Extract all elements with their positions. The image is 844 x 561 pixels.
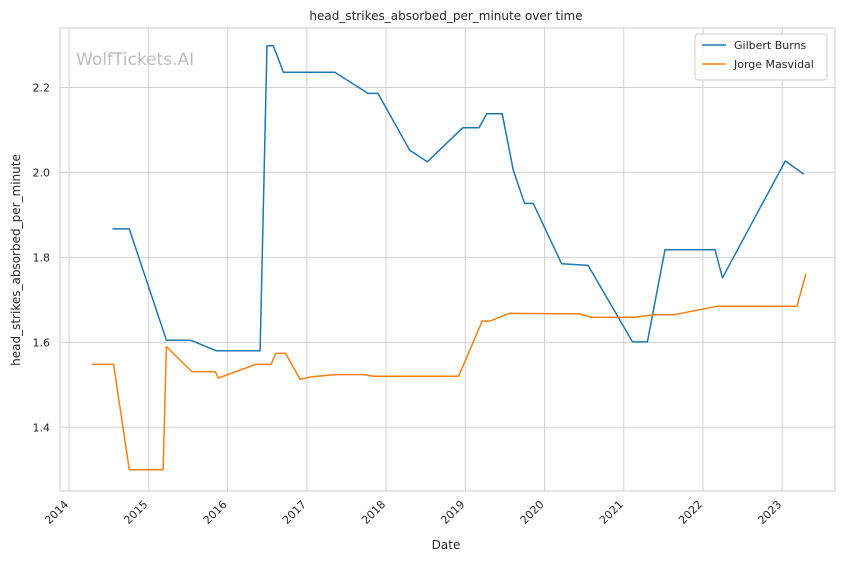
x-tick-label: 2015 xyxy=(121,498,150,527)
x-axis-ticks: 2014 2015 2016 2017 2018 2019 2020 2021 2022 2023 xyxy=(42,498,784,527)
series-line-gilbert-burns xyxy=(112,45,805,352)
x-tick-label: 2022 xyxy=(676,498,705,527)
legend-label: Gilbert Burns xyxy=(734,39,807,52)
legend: Gilbert Burns Jorge Masvidal xyxy=(694,33,828,81)
x-tick-label: 2018 xyxy=(359,498,388,527)
y-tick-label: 1.4 xyxy=(33,421,51,434)
plot-area xyxy=(59,27,836,492)
x-tick-label: 2016 xyxy=(201,498,230,527)
y-axis-ticks: 1.4 1.6 1.8 2.0 2.2 xyxy=(33,81,51,434)
legend-box xyxy=(694,33,828,81)
y-tick-label: 1.6 xyxy=(33,336,51,349)
x-tick-label: 2023 xyxy=(755,498,784,527)
x-axis-label: Date xyxy=(432,538,461,552)
series-line-jorge-masvidal xyxy=(91,273,807,471)
x-tick-label: 2021 xyxy=(597,498,626,527)
x-tick-label: 2014 xyxy=(42,498,71,527)
watermark: WolfTickets.AI xyxy=(76,50,194,70)
y-tick-label: 2.2 xyxy=(33,81,51,94)
x-tick-label: 2020 xyxy=(518,498,547,527)
y-axis-label: head_strikes_absorbed_per_minute xyxy=(9,154,23,366)
x-tick-label: 2017 xyxy=(280,498,309,527)
legend-label: Jorge Masvidal xyxy=(733,58,814,71)
y-tick-label: 1.8 xyxy=(33,251,51,264)
y-tick-label: 2.0 xyxy=(33,166,51,179)
chart-title: head_strikes_absorbed_per_minute over ti… xyxy=(309,9,582,23)
series-lines xyxy=(91,45,807,471)
grid xyxy=(60,28,835,491)
x-tick-label: 2019 xyxy=(438,498,467,527)
